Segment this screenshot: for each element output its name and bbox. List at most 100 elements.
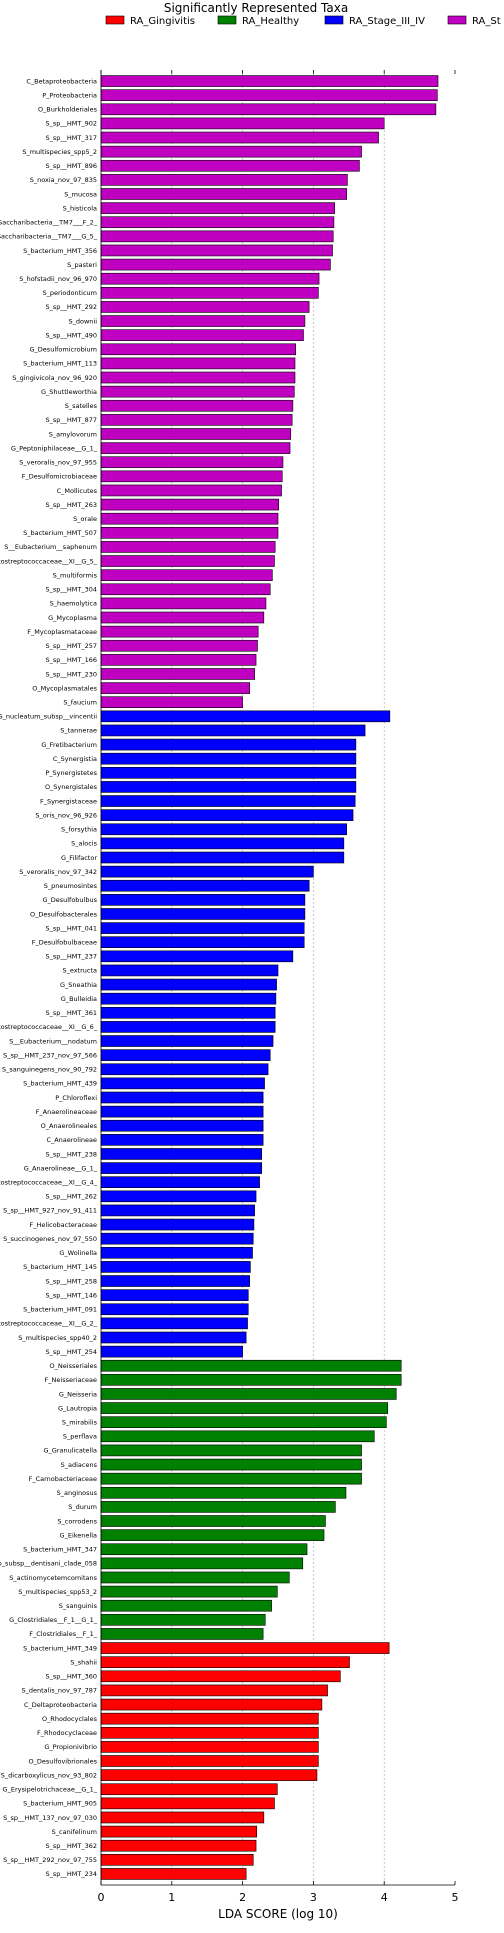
bar [100, 1345, 243, 1358]
category-label: S_pasteri [67, 261, 97, 269]
category-label: S_bacterium_HMT_347 [23, 1546, 97, 1554]
category-label: G_Clostridiales__F_1__G_1_ [9, 1616, 98, 1624]
category-label: G_Peptostreptococcaceae__XI__G_4_ [0, 1178, 98, 1186]
bar [100, 385, 295, 398]
category-label: S_sp__HMT_238 [45, 1150, 97, 1158]
bar [100, 1204, 255, 1217]
category-label: F_Neisseriaceae [45, 1376, 97, 1384]
bar [100, 964, 279, 977]
category-label: O_Rhodocyclales [42, 1715, 98, 1723]
bar [100, 1486, 347, 1499]
bar [100, 724, 366, 737]
bar [100, 1317, 248, 1330]
category-label: G_Bulleidia [61, 995, 97, 1003]
bar [100, 1755, 319, 1767]
bar [100, 1444, 362, 1457]
bar [100, 512, 279, 525]
category-label: S_sp__HMT_237_nov_97_566 [3, 1051, 97, 1059]
bar [100, 851, 345, 864]
bar [100, 1006, 276, 1019]
legend-swatch-2 [324, 15, 344, 25]
category-label: S_bacterium_HMT_507 [23, 529, 97, 537]
category-label: O_Synergistales [45, 783, 98, 791]
category-label: S_oris_nov_96_926 [35, 811, 97, 819]
bar [100, 597, 267, 610]
bar [100, 1246, 253, 1259]
category-label: G_Wolinella [59, 1249, 97, 1257]
x-tick-label-5: 5 [452, 1891, 459, 1904]
category-label: C_Betaproteobacteria [26, 77, 97, 85]
category-label: S_sp__HMT_237 [45, 953, 97, 961]
bar [100, 992, 277, 1005]
bar [100, 470, 283, 483]
bar [100, 371, 296, 384]
bar [100, 879, 310, 892]
category-label: S_sp_subsp__dentisani_clade_058 [0, 1560, 97, 1568]
category-label: S_sp__HMT_292_nov_97_755 [3, 1856, 97, 1864]
bar [100, 1049, 271, 1061]
bar [100, 654, 257, 666]
bar [100, 1359, 402, 1372]
bar [100, 527, 279, 539]
category-label: S_adiacens [61, 1461, 98, 1469]
bar [100, 1430, 375, 1443]
bar [100, 1472, 362, 1485]
category-label: P_Proteobacteria [42, 91, 97, 99]
bar [100, 809, 354, 821]
bar [100, 1176, 260, 1189]
legend-swatch-0 [105, 15, 125, 25]
bar [100, 1063, 269, 1076]
bar [100, 1105, 264, 1118]
bar [100, 244, 333, 257]
category-label: G_Desulfomicrobium [30, 346, 97, 354]
x-tick-label-4: 4 [381, 1891, 388, 1904]
legend-label-0: RA_Gingivitis [130, 16, 195, 27]
bar [100, 301, 310, 313]
category-label: F_Saccharibacteria__TM7___F_2_ [0, 219, 98, 227]
bar [100, 1218, 255, 1231]
category-label: G_Peptostreptococcaceae__XI__G_5_ [0, 557, 98, 565]
bar [100, 1261, 251, 1273]
bar [100, 950, 294, 963]
bar [100, 1162, 263, 1174]
category-label: F_Anaerolineaceae [36, 1108, 97, 1116]
category-labels: C_Betaproteobacteria P_Proteobacteria O_Bu… [0, 77, 98, 1878]
bar [100, 837, 345, 850]
bar [100, 1232, 254, 1245]
category-label: S_sanguinis [59, 1602, 98, 1610]
bar [100, 1854, 254, 1866]
bar [100, 1529, 325, 1541]
category-label: S_veroralis_nov_97_342 [19, 868, 97, 876]
category-label: S_sp__HMT_230 [45, 670, 97, 678]
category-label: S_corrodens [57, 1517, 97, 1525]
category-label: G_Sneathia [60, 981, 97, 989]
bar [100, 329, 304, 341]
bar [100, 1501, 336, 1513]
category-label: G_Desulfobulbus [42, 896, 97, 904]
bar [100, 1614, 266, 1626]
category-label: S_veroralis_nov_97_955 [19, 459, 97, 467]
bar [100, 1769, 318, 1781]
category-label: S_haemolytica [50, 600, 97, 608]
category-label: S_downii [68, 317, 97, 325]
bar [100, 541, 276, 553]
bar [100, 1021, 276, 1033]
category-label: G_Filifactor [61, 854, 97, 862]
bar [100, 357, 296, 370]
category-label: S_sanguinegens_nov_90_792 [2, 1066, 97, 1074]
bar [100, 1148, 263, 1160]
category-label: O_Burkholderiales [38, 106, 98, 114]
bar [100, 1275, 250, 1287]
category-label: G_Peptostreptococcaceae__XI__G_2_ [0, 1320, 98, 1328]
category-label: S_orale [73, 515, 97, 523]
bar [100, 216, 335, 229]
category-label: G_Erysipelotrichaceae__G_1_ [3, 1786, 98, 1794]
category-label: S_sp__HMT_927_nov_91_411 [3, 1207, 97, 1215]
category-label: C_Deltaproteobacteria [24, 1701, 97, 1709]
bar [100, 583, 271, 596]
category-label: S_sp__HMT_902 [45, 120, 97, 128]
category-label: G_Propionivibrio [44, 1743, 97, 1751]
category-label: S_sp__HMT_317 [45, 134, 97, 142]
bar [100, 1656, 350, 1668]
bar [100, 103, 437, 116]
